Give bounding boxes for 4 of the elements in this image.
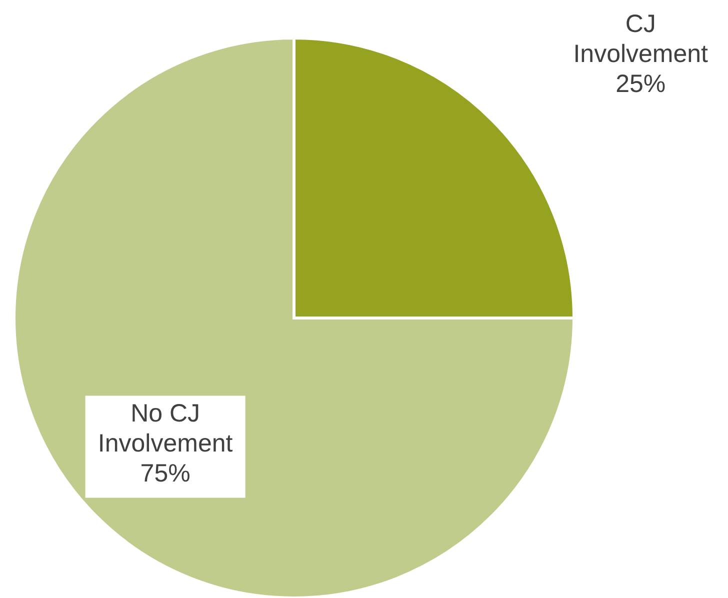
slice-label: No CJ Involvement bbox=[98, 400, 233, 458]
data-label: 75% bbox=[140, 460, 190, 488]
slice-label: CJ Involvement bbox=[573, 10, 708, 68]
data-label: 25% bbox=[616, 70, 666, 98]
